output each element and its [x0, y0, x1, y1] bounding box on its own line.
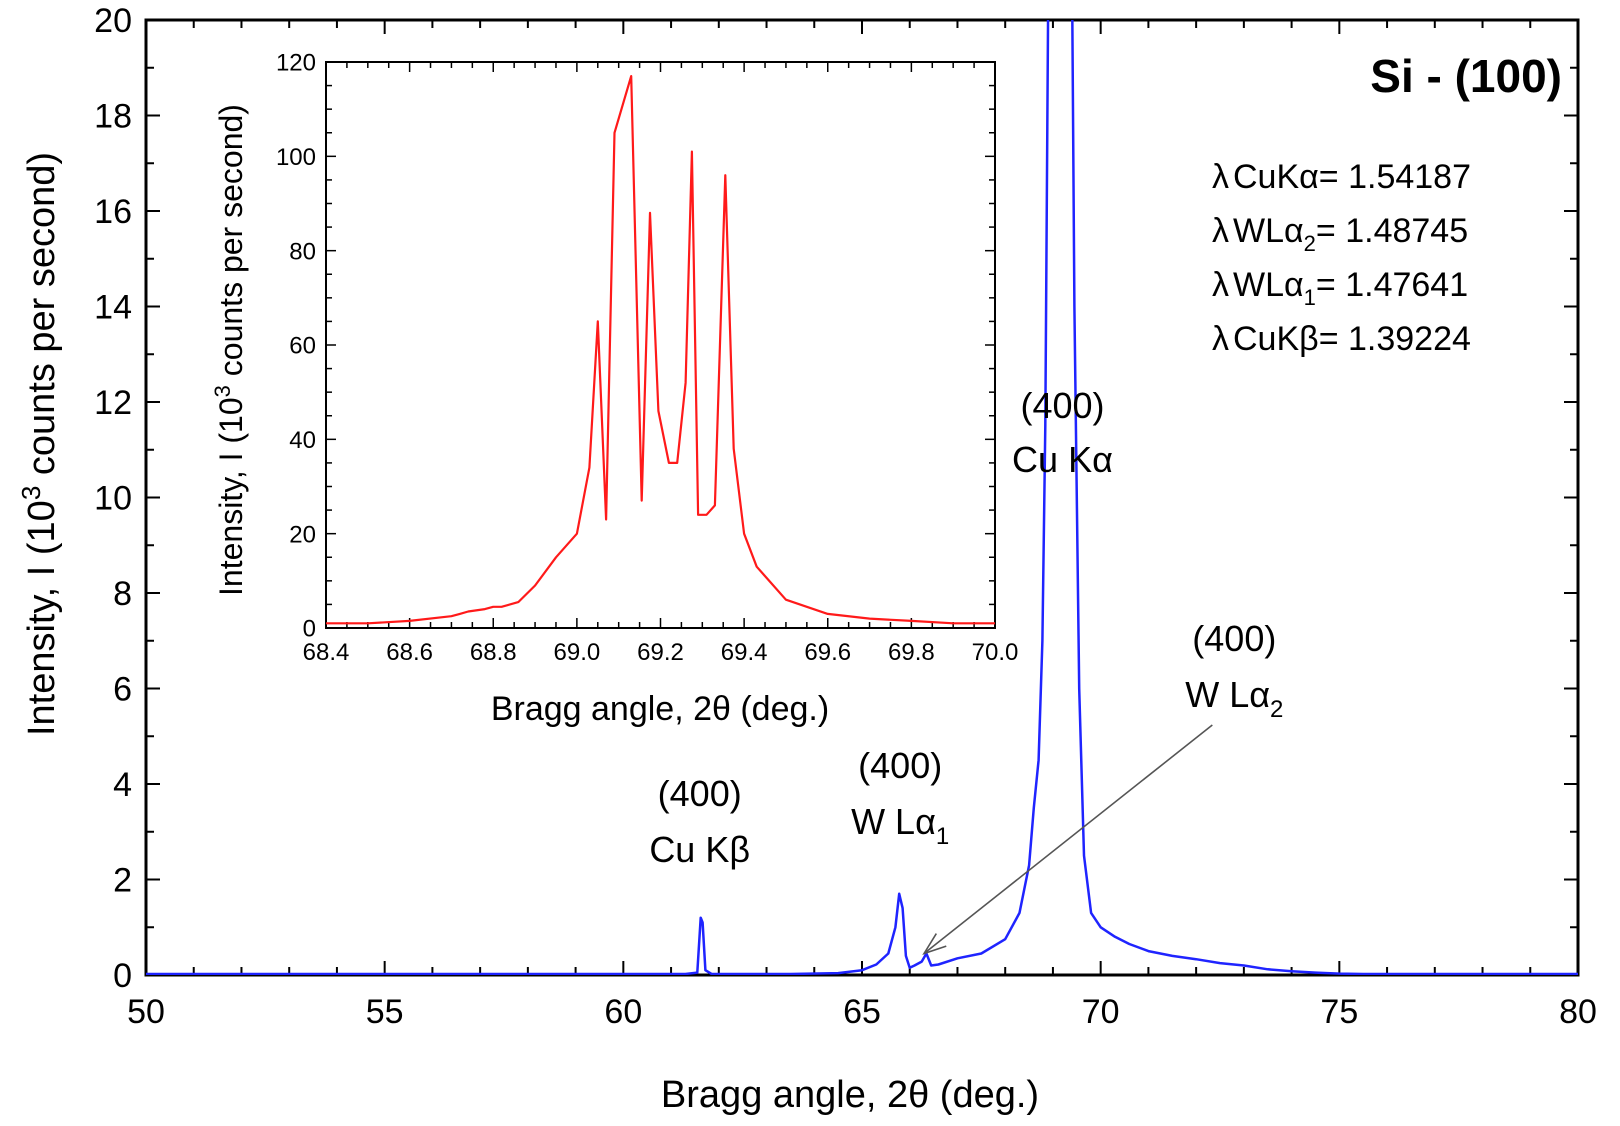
peak-label-line: Cu Kβ	[649, 829, 750, 870]
main-y-axis-label-sup: 3	[16, 486, 46, 500]
peak-label-cuka: (400) Cu Kα	[1012, 385, 1113, 480]
main-y-tick-label: 2	[113, 862, 132, 900]
inset-x-tick-label: 69.2	[637, 639, 684, 666]
peak-label-sub: 1	[936, 823, 949, 850]
inset-y-tick-label: 80	[289, 238, 316, 265]
main-y-tick-label: 6	[113, 671, 132, 709]
wavelength-entry: λ WLα2= 1.48745	[1212, 212, 1468, 256]
wavelength-line: WL	[1233, 266, 1284, 304]
main-y-axis-label-suffix: counts per second)	[21, 152, 63, 486]
main-x-tick-label: 80	[1559, 993, 1597, 1031]
main-y-tick-label: 0	[113, 957, 132, 995]
wavelength-value: = 1.48745	[1316, 212, 1468, 250]
main-x-tick-label: 65	[843, 993, 881, 1031]
main-y-tick-label: 12	[94, 384, 132, 422]
wavelength-greek: β	[1299, 320, 1319, 358]
inset-y-axis-label-suffix: counts per second)	[213, 104, 249, 385]
main-y-tick-label: 18	[94, 98, 132, 136]
inset-y-tick-label: 120	[276, 50, 316, 77]
inset-x-tick-label: 68.8	[470, 639, 517, 666]
wavelength-lambda: λ	[1212, 266, 1229, 304]
inset-x-tick-label: 69.8	[888, 639, 935, 666]
wavelength-greek: α	[1284, 212, 1304, 250]
peak-label-line-text: W L	[851, 801, 915, 842]
peak-label-line-text: Cu K	[649, 829, 729, 870]
wavelength-sub: 1	[1304, 285, 1316, 310]
peak-label-greek: α	[1092, 439, 1113, 480]
main-x-tick-label: 55	[366, 993, 404, 1031]
main-y-tick-label: 4	[113, 766, 132, 804]
main-y-tick-label: 20	[94, 2, 132, 40]
peak-arrowhead	[922, 933, 947, 955]
main-series-line	[146, 20, 1578, 975]
wavelength-line: CuK	[1233, 158, 1299, 196]
wavelength-value: = 1.54187	[1319, 158, 1471, 196]
inset-x-tick-label: 70.0	[972, 639, 1019, 666]
main-y-tick-label: 16	[94, 193, 132, 231]
inset-x-tick-label: 69.4	[721, 639, 768, 666]
inset-y-tick-label: 100	[276, 144, 316, 171]
peak-label-greek: α	[915, 801, 936, 842]
inset-series-line	[326, 75, 995, 625]
inset-x-tick-label: 69.6	[804, 639, 851, 666]
main-title: Si - (100)	[1370, 50, 1562, 102]
peak-label-line: W Lα1	[851, 801, 949, 850]
wavelength-lambda: λ	[1212, 212, 1229, 250]
main-x-tick-label: 70	[1082, 993, 1120, 1031]
wavelength-sub: 2	[1304, 231, 1316, 256]
peak-label-greek: α	[1249, 674, 1270, 715]
inset-frame	[325, 61, 996, 629]
wavelength-value: = 1.47641	[1316, 266, 1468, 304]
wavelength-line: CuK	[1233, 320, 1299, 358]
peak-label-hkl: (400)	[1192, 618, 1276, 659]
inset-x-tick-label: 69.0	[554, 639, 601, 666]
main-x-axis-label: Bragg angle, 2θ (deg.)	[661, 1074, 1039, 1116]
main-y-tick-label: 8	[113, 575, 132, 613]
peak-label-hkl: (400)	[858, 745, 942, 786]
peak-label-line: Cu Kα	[1012, 439, 1113, 480]
peak-label-line: W Lα2	[1185, 674, 1283, 723]
main-x-tick-label: 50	[127, 993, 165, 1031]
main-x-tick-label: 75	[1320, 993, 1358, 1031]
wavelength-greek: α	[1299, 158, 1319, 196]
inset-y-tick-label: 20	[289, 521, 316, 548]
peak-label-wla1: (400) W Lα1	[851, 745, 949, 850]
peak-label-greek: β	[729, 829, 750, 870]
inset-x-tick-label: 68.6	[386, 639, 433, 666]
wavelength-value: = 1.39224	[1319, 320, 1471, 358]
peak-label-hkl: (400)	[1020, 385, 1104, 426]
main-y-tick-label: 10	[94, 480, 132, 518]
main-y-axis-label-prefix: Intensity, I (10	[21, 500, 63, 736]
inset-x-axis-label: Bragg angle, 2θ (deg.)	[491, 690, 829, 728]
inset-y-axis-label-prefix: Intensity, I (10	[213, 397, 249, 596]
peak-annotations: (400)Cu Kβ(400)W Lα1(400)Cu Kα(400)W Lα2	[649, 385, 1283, 955]
wavelength-entry: λ WLα1= 1.47641	[1212, 266, 1468, 310]
peak-label-line-text: W L	[1185, 674, 1249, 715]
wavelength-lambda: λ	[1212, 320, 1229, 358]
peak-label-line-text: Cu K	[1012, 439, 1092, 480]
peak-label-wla2: (400) W Lα2	[922, 618, 1283, 955]
inset-y-tick-label: 0	[303, 616, 316, 643]
wavelength-line: WL	[1233, 212, 1284, 250]
inset-y-axis-label: Intensity, I (103 counts per second)	[210, 104, 249, 596]
inset-x-tick-label: 68.4	[303, 639, 350, 666]
wavelength-entry: λ CuKβ= 1.39224	[1212, 320, 1471, 358]
wavelength-greek: α	[1284, 266, 1304, 304]
peak-label-sub: 2	[1270, 696, 1283, 723]
main-y-tick-label: 14	[94, 289, 132, 327]
main-y-axis-label: Intensity, I (103 counts per second)	[16, 152, 63, 736]
wavelength-entry: λ CuKα= 1.54187	[1212, 158, 1471, 196]
inset-y-tick-label: 60	[289, 333, 316, 360]
main-x-tick-label: 60	[604, 993, 642, 1031]
inset-y-axis-label-sup: 3	[210, 385, 235, 397]
inset-y-tick-label: 40	[289, 427, 316, 454]
inset-axes: 68.4 68.6 68.8 69.0 69.2 69.4 69.6 69.8 70.0 0 20 4…	[276, 50, 1018, 666]
wavelength-lambda: λ	[1212, 158, 1229, 196]
peak-label-cukb: (400) Cu Kβ	[649, 773, 750, 870]
peak-label-hkl: (400)	[658, 773, 742, 814]
peak-arrow-line	[923, 724, 1213, 955]
